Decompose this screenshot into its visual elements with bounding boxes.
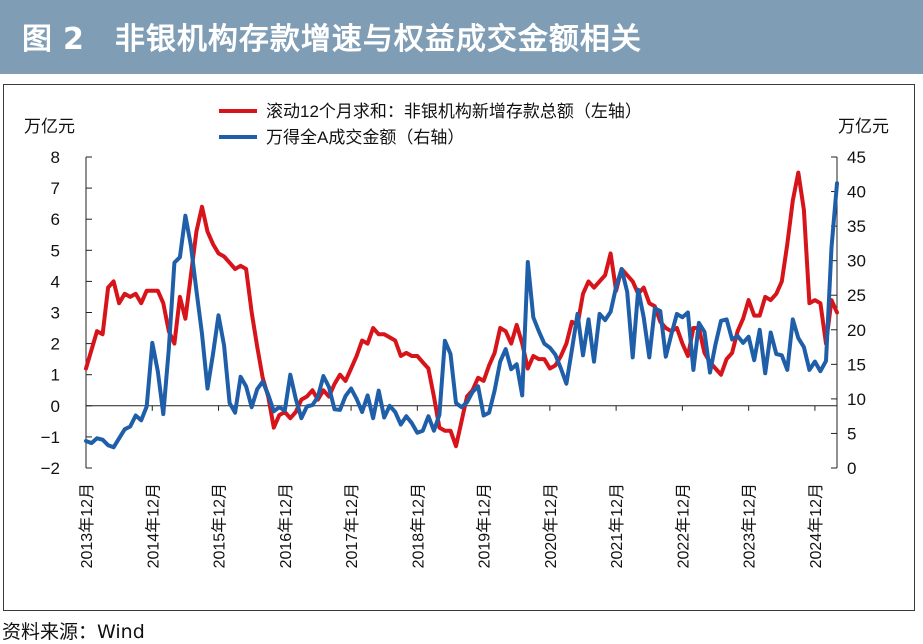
legend-label: 滚动12个月求和：非银机构新增存款总额（左轴） xyxy=(266,102,642,121)
right-tick-label: 30 xyxy=(847,252,866,271)
left-tick-label: 1 xyxy=(51,366,60,385)
left-tick-label: −2 xyxy=(41,459,60,478)
source-note: 资料来源：Wind xyxy=(2,621,145,643)
x-tick-label: 2016年12月 xyxy=(277,483,295,568)
left-tick-label: −1 xyxy=(41,428,60,447)
x-tick-label: 2021年12月 xyxy=(608,483,626,568)
left-axis-unit: 万亿元 xyxy=(24,117,75,136)
figure-number: 2 xyxy=(63,22,85,57)
figure-title: 图 2 非银机构存款增速与权益成交金额相关 xyxy=(22,14,642,58)
left-tick-label: 3 xyxy=(51,304,60,323)
x-tick-label: 2022年12月 xyxy=(674,483,692,568)
left-tick-label: 0 xyxy=(51,397,60,416)
right-tick-label: 5 xyxy=(847,424,856,443)
title-banner: 图 2 非银机构存款增速与权益成交金额相关 xyxy=(0,0,923,74)
right-tick-label: 25 xyxy=(847,286,866,305)
x-tick-label: 2018年12月 xyxy=(409,483,427,568)
x-tick-label: 2019年12月 xyxy=(476,483,494,568)
x-tick-label: 2013年12月 xyxy=(78,483,96,568)
x-tick-label: 2020年12月 xyxy=(542,483,560,568)
left-tick-label: 8 xyxy=(51,148,60,167)
chart-panel: 8 7 6 5 4 3 2 1 0 −1 −2 45 40 35 30 25 20 15 10 5 0 2013年12月 2… xyxy=(3,84,915,611)
right-tick-label: 35 xyxy=(847,217,866,236)
x-tick-label: 2023年12月 xyxy=(741,483,759,568)
right-tick-label: 15 xyxy=(847,355,866,374)
x-tick-label: 2024年12月 xyxy=(807,483,825,568)
figure-title-text: 非银机构存款增速与权益成交金额相关 xyxy=(114,22,642,57)
right-tick-label: 10 xyxy=(847,390,866,409)
legend-label: 万得全A成交金额（右轴） xyxy=(266,128,464,147)
left-tick-label: 2 xyxy=(51,335,60,354)
right-tick-label: 45 xyxy=(847,148,866,167)
right-tick-label: 0 xyxy=(847,459,856,478)
left-tick-label: 7 xyxy=(51,179,60,198)
right-axis-unit: 万亿元 xyxy=(838,117,889,136)
left-tick-label: 4 xyxy=(51,272,60,291)
series-line-nonbank-deposits xyxy=(84,170,839,449)
right-tick-label: 40 xyxy=(847,183,866,202)
x-tick-label: 2017年12月 xyxy=(343,483,361,568)
figure-prefix: 图 xyxy=(22,22,53,57)
left-tick-label: 6 xyxy=(51,210,60,229)
x-tick-label: 2015年12月 xyxy=(211,483,229,568)
right-tick-label: 20 xyxy=(847,321,866,340)
series-line-turnover xyxy=(84,181,839,450)
x-tick-label: 2014年12月 xyxy=(144,483,162,568)
left-tick-label: 5 xyxy=(51,241,60,260)
